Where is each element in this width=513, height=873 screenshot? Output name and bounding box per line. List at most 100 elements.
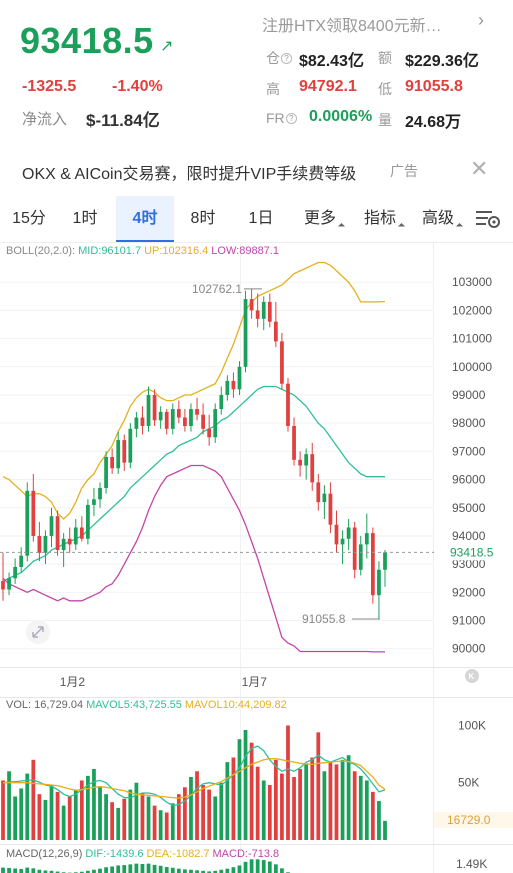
volume-bar (146, 796, 151, 840)
macd-bar (79, 871, 84, 873)
macd-bar (207, 871, 212, 873)
candle-body (286, 383, 290, 426)
price-tick-label: 95000 (452, 501, 486, 515)
volume-bar (152, 805, 157, 840)
netflow-label: 净流入 (22, 111, 68, 128)
macd-bar (201, 870, 205, 873)
macd-bar (104, 867, 108, 873)
volume-bar (195, 771, 199, 840)
tab-1h[interactable]: 1时 (62, 196, 108, 242)
tab-label: 4时 (132, 210, 158, 227)
volume-bar (79, 780, 84, 840)
macd-bar (176, 868, 181, 873)
tab-indicators[interactable]: 指标 (356, 196, 412, 242)
tab-4h[interactable]: 4时 (116, 196, 174, 242)
tab-more[interactable]: 更多 (296, 196, 352, 242)
tab-label: 1时 (72, 210, 98, 227)
caret-icon (397, 222, 406, 231)
candle-body (170, 409, 175, 429)
tab-1d[interactable]: 1日 (238, 196, 284, 242)
macd-bar (110, 866, 115, 873)
stat-funding-rate: 0.0006% (309, 108, 373, 125)
price-trend-icon: ↗ (160, 38, 174, 55)
macd-bar (43, 870, 48, 873)
volume-bar (383, 820, 387, 840)
stat-label-turnover: 额 (378, 50, 392, 66)
macd-bar (122, 865, 127, 873)
price-tick-label: 90000 (452, 642, 486, 656)
stat-label-high: 高 (266, 81, 280, 97)
candle-body (364, 533, 369, 545)
fullscreen-icon[interactable] (26, 620, 50, 644)
vol-name: VOL: 16,729.04 (6, 699, 84, 711)
close-icon[interactable]: ✕ (470, 156, 489, 181)
volume-bar (158, 810, 163, 840)
volume-bar (219, 782, 224, 840)
chart-settings-icon[interactable] (474, 208, 502, 230)
volume-bar (25, 773, 30, 840)
volume-bar (134, 782, 139, 840)
boll-up-line (2, 261, 386, 520)
volume-bar (98, 786, 102, 840)
help-icon[interactable]: ? (281, 53, 292, 64)
ad-banner[interactable]: OKX & AICoin交易赛，限时提升VIP手续费等级 广告 ✕ (0, 150, 513, 190)
macd-bar (158, 865, 163, 873)
tab-label: 指标 (363, 210, 396, 227)
macd-bar (225, 868, 230, 873)
svg-text:K: K (469, 672, 475, 681)
volume-bar (176, 794, 181, 840)
tab-label: 高级 (421, 210, 454, 227)
candle-body (261, 301, 266, 319)
volume-bar (286, 725, 290, 840)
ad-text[interactable]: OKX & AICoin交易赛，限时提升VIP手续费等级 (22, 166, 357, 183)
volume-bar (370, 791, 375, 840)
macd-legend: MACD(12,26,9) DIF:-1439.6 DEA:-1082.7 MACD:… (6, 848, 282, 860)
candle-body (116, 440, 121, 469)
volume-bar (73, 789, 78, 840)
volume-tick-label: 50K (458, 776, 479, 790)
volume-bar (298, 768, 302, 840)
volume-bar (110, 802, 115, 840)
chevron-right-icon[interactable]: › (478, 10, 484, 30)
candle-body (176, 409, 181, 418)
price-tick-label: 99000 (452, 388, 486, 402)
kline-svg[interactable]: 103000 102000 101000 100000 99000 98000 97000 9… (0, 242, 513, 873)
date-label: 1月2 (60, 675, 86, 689)
kline-chart[interactable]: 103000 102000 101000 100000 99000 98000 97000 9… (0, 242, 513, 873)
volume-bar (334, 764, 339, 840)
macd-bar (7, 867, 11, 873)
macd-bar (19, 869, 24, 873)
macd-bar (255, 859, 260, 873)
candle-body (310, 454, 315, 483)
last-price-tag (434, 544, 513, 561)
volume-bar (13, 796, 18, 840)
date-label: 1月7 (242, 675, 268, 689)
candle-body (43, 535, 48, 553)
volume-bar (1, 780, 5, 840)
tab-label: 15分 (12, 210, 46, 227)
candle-body (334, 524, 339, 545)
volume-bar (164, 812, 169, 840)
tab-15m[interactable]: 15分 (4, 196, 54, 242)
volume-bar (358, 775, 363, 840)
help-icon[interactable]: ? (285, 113, 297, 124)
volume-bar (61, 805, 66, 840)
volume-bar (310, 757, 315, 840)
candle-body (122, 440, 127, 463)
tab-advanced[interactable]: 高级 (414, 196, 470, 242)
netflow-value: $-11.84亿 (86, 111, 160, 130)
candle-body (79, 527, 84, 539)
volume-bar (140, 793, 145, 840)
volume-bar (340, 759, 345, 840)
tab-8h[interactable]: 8时 (180, 196, 226, 242)
candle-body (383, 552, 387, 570)
promo-link[interactable]: 注册HTX领取8400元新… (262, 18, 442, 35)
candle-body (358, 544, 363, 570)
stat-label-low: 低 (378, 81, 392, 97)
candle-body (304, 454, 309, 466)
price-change: -1325.5 (22, 78, 77, 95)
candle-body (19, 555, 24, 567)
macd-bar (128, 864, 133, 873)
macd-bar (189, 869, 193, 873)
candle-body (128, 428, 133, 463)
